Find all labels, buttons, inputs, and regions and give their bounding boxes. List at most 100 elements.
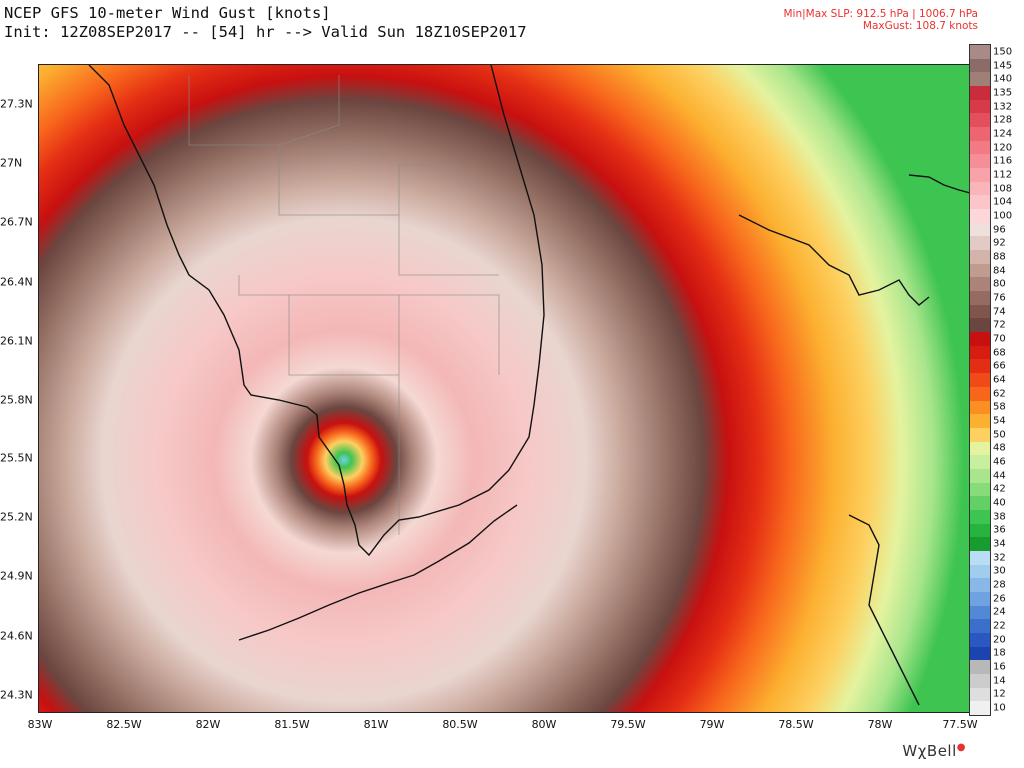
colorbar-label: 140: [993, 73, 1013, 85]
colorbar-label: 10: [993, 702, 1006, 714]
colorbar-cell: [970, 564, 990, 579]
colorbar-cell: [970, 345, 990, 360]
colorbar-label: 124: [993, 128, 1013, 140]
colorbar-cell: [970, 140, 990, 155]
wind-gust-map[interactable]: [38, 64, 971, 713]
colorbar-cell: [970, 687, 990, 702]
colorbar-cell: [970, 45, 990, 60]
colorbar-cell: [970, 591, 990, 607]
colorbar-cell: [970, 99, 990, 114]
colorbar-cell: [970, 537, 990, 552]
colorbar-label: 48: [993, 442, 1006, 454]
colorbar-label: 46: [993, 456, 1006, 468]
colorbar-cell: [970, 414, 990, 429]
colorbar-cell: [970, 632, 990, 648]
lat-label: 26.1N: [0, 334, 33, 348]
colorbar-label: 18: [993, 647, 1006, 659]
init-valid-time: Init: 12Z08SEP2017 -- [54] hr --> Valid …: [4, 23, 527, 41]
lat-label: 27N: [0, 156, 23, 170]
colorbar-label: 20: [993, 634, 1006, 646]
colorbar-cell: [970, 277, 990, 292]
colorbar: [969, 44, 991, 716]
colorbar-label: 50: [993, 429, 1006, 441]
colorbar-cell: [970, 441, 990, 456]
colorbar-label: 28: [993, 579, 1006, 591]
lat-label: 25.2N: [0, 510, 33, 524]
colorbar-cell: [970, 209, 990, 224]
colorbar-cell: [970, 482, 990, 497]
lon-label: 81.5W: [274, 718, 310, 731]
lat-label: 25.8N: [0, 393, 33, 407]
colorbar-label: 68: [993, 347, 1006, 359]
colorbar-label: 96: [993, 224, 1006, 236]
colorbar-label: 22: [993, 620, 1006, 632]
max-gust-stat: MaxGust: 108.7 knots: [862, 20, 978, 32]
lon-label: 80W: [531, 718, 557, 731]
colorbar-label: 74: [993, 306, 1006, 318]
lat-label: 25.5N: [0, 451, 33, 465]
colorbar-label: 120: [993, 142, 1013, 154]
lat-label: 24.3N: [0, 688, 33, 702]
colorbar-cell: [970, 660, 990, 675]
colorbar-label: 150: [993, 46, 1013, 58]
colorbar-cell: [970, 509, 990, 525]
lon-label: 77.5W: [942, 718, 978, 731]
colorbar-cell: [970, 113, 990, 128]
colorbar-cell: [970, 195, 990, 210]
colorbar-label: 100: [993, 210, 1013, 222]
colorbar-cell: [970, 550, 990, 566]
colorbar-cell: [970, 386, 990, 401]
colorbar-cell: [970, 250, 990, 265]
colorbar-label: 80: [993, 278, 1006, 290]
colorbar-label: 76: [993, 292, 1006, 304]
colorbar-label: 14: [993, 675, 1006, 687]
lat-label: 26.7N: [0, 215, 33, 229]
colorbar-cell: [970, 605, 990, 620]
colorbar-cell: [970, 58, 990, 73]
logo-dot-icon: ●: [956, 742, 966, 753]
map-title: NCEP GFS 10-meter Wind Gust [knots]: [4, 4, 331, 22]
colorbar-cell: [970, 619, 990, 634]
logo-text: WχBell: [902, 742, 957, 760]
colorbar-cell: [970, 646, 990, 661]
colorbar-cell: [970, 332, 990, 347]
colorbar-cell: [970, 427, 990, 443]
lon-label: 82W: [195, 718, 221, 731]
colorbar-label: 72: [993, 319, 1006, 331]
colorbar-label: 145: [993, 60, 1013, 71]
colorbar-label: 112: [993, 169, 1013, 181]
colorbar-label: 42: [993, 483, 1006, 495]
colorbar-cell: [970, 673, 990, 689]
colorbar-cell: [970, 578, 990, 593]
county-lines: [188, 75, 500, 535]
colorbar-cell: [970, 222, 990, 237]
colorbar-cell: [970, 400, 990, 415]
colorbar-cell: [970, 496, 990, 511]
colorbar-label: 44: [993, 470, 1006, 482]
colorbar-label: 12: [993, 688, 1006, 700]
colorbar-label: 32: [993, 552, 1006, 564]
colorbar-cell: [970, 359, 990, 374]
colorbar-label: 66: [993, 360, 1006, 372]
lat-label: 26.4N: [0, 275, 33, 289]
colorbar-label: 16: [993, 661, 1006, 673]
colorbar-cell: [970, 291, 990, 306]
colorbar-label: 128: [993, 114, 1013, 126]
lon-label: 79.5W: [610, 718, 646, 731]
lat-label: 27.3N: [0, 97, 33, 111]
slp-stats: Min|Max SLP: 912.5 hPa | 1006.7 hPa: [783, 8, 978, 20]
wxbell-logo: WχBell●: [902, 742, 966, 760]
colorbar-label: 40: [993, 497, 1006, 509]
colorbar-label: 30: [993, 565, 1006, 577]
map-canvas: [39, 65, 970, 712]
colorbar-label: 84: [993, 265, 1006, 277]
lon-label: 79W: [699, 718, 725, 731]
colorbar-label: 132: [993, 101, 1013, 113]
colorbar-cell: [970, 455, 990, 470]
colorbar-cell: [970, 168, 990, 183]
lat-label: 24.9N: [0, 569, 33, 583]
lat-label: 24.6N: [0, 629, 33, 643]
colorbar-label: 62: [993, 388, 1006, 400]
colorbar-cell: [970, 523, 990, 538]
colorbar-cell: [970, 181, 990, 196]
